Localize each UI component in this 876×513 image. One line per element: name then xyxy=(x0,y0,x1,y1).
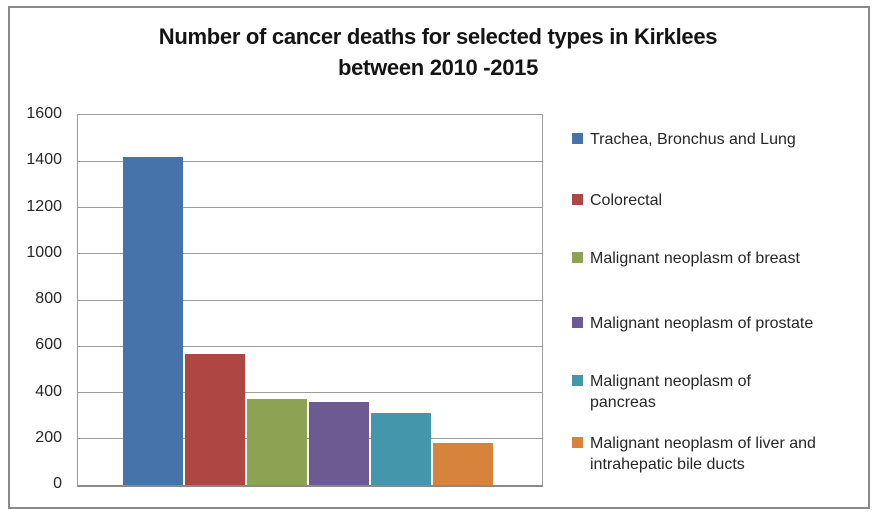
legend-label-malignant-neoplasm-of-breast: Malignant neoplasm of breast xyxy=(590,250,800,267)
legend-label-malignant-neoplasm-of-liver-and-intrahepatic-bile-ducts: Malignant neoplasm of liver and intrahepa… xyxy=(590,435,816,473)
gridline-1400 xyxy=(78,160,542,162)
legend-swatch-colorectal xyxy=(572,194,583,205)
legend-label-malignant-neoplasm-of-pancreas: Malignant neoplasm of pancreas xyxy=(590,373,751,411)
bar-malignant-neoplasm-of-liver-and-intrahepatic-bile-ducts xyxy=(433,443,493,485)
legend-item-colorectal: Colorectal xyxy=(572,190,662,211)
gridline-600 xyxy=(78,345,542,347)
chart-title: Number of cancer deaths for selected typ… xyxy=(0,21,876,83)
bar-trachea-bronchus-and-lung xyxy=(123,156,183,485)
bar-malignant-neoplasm-of-breast xyxy=(247,399,307,485)
plot-area xyxy=(77,114,543,487)
legend-swatch-malignant-neoplasm-of-liver-and-intrahepatic-bile-ducts xyxy=(572,437,583,448)
legend-swatch-trachea-bronchus-and-lung xyxy=(572,133,583,144)
chart-title-line-1: Number of cancer deaths for selected typ… xyxy=(158,24,718,49)
y-axis-tick-label-800: 800 xyxy=(35,290,62,307)
legend-item-malignant-neoplasm-of-pancreas: Malignant neoplasm of pancreas xyxy=(572,371,751,413)
y-axis-tick-label-400: 400 xyxy=(35,382,62,400)
y-axis-tick-label-1000: 1000 xyxy=(26,243,62,261)
gridline-1000 xyxy=(78,253,542,255)
y-axis-tick-label-0: 0 xyxy=(53,475,62,492)
legend-item-malignant-neoplasm-of-prostate: Malignant neoplasm of prostate xyxy=(572,313,813,334)
y-axis-tick-label-1600: 1600 xyxy=(26,105,62,122)
legend-item-malignant-neoplasm-of-liver-and-intrahepatic-bile-ducts: Malignant neoplasm of liver and intrahepa… xyxy=(572,433,816,475)
y-axis-tick-label-200: 200 xyxy=(35,428,62,446)
legend-swatch-malignant-neoplasm-of-pancreas xyxy=(572,375,583,386)
legend-label-trachea-bronchus-and-lung: Trachea, Bronchus and Lung xyxy=(590,131,796,148)
bar-colorectal xyxy=(185,353,245,485)
legend-label-colorectal: Colorectal xyxy=(590,192,663,209)
legend-item-trachea-bronchus-and-lung: Trachea, Bronchus and Lung xyxy=(572,129,796,150)
y-axis-tick-label-1400: 1400 xyxy=(26,151,62,169)
legend-swatch-malignant-neoplasm-of-prostate xyxy=(572,317,583,328)
bar-malignant-neoplasm-of-pancreas xyxy=(371,412,431,485)
legend-item-malignant-neoplasm-of-breast: Malignant neoplasm of breast xyxy=(572,248,800,269)
chart-title-line-2: between 2010 -2015 xyxy=(337,55,539,80)
bar-malignant-neoplasm-of-prostate xyxy=(309,402,369,485)
y-axis-tick-label-600: 600 xyxy=(35,336,62,354)
gridline-1200 xyxy=(78,207,542,208)
gridline-400 xyxy=(78,392,542,393)
legend-swatch-malignant-neoplasm-of-breast xyxy=(572,252,583,263)
legend-label-malignant-neoplasm-of-prostate: Malignant neoplasm of prostate xyxy=(590,315,814,332)
y-axis-tick-label-1200: 1200 xyxy=(26,197,62,215)
gridline-800 xyxy=(78,299,542,301)
